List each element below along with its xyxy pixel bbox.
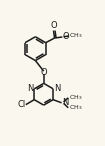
Text: CH$_3$: CH$_3$ — [69, 32, 83, 40]
Text: N: N — [54, 84, 60, 93]
Text: O: O — [50, 21, 57, 30]
Text: O: O — [40, 68, 47, 77]
Text: N: N — [62, 98, 68, 107]
Text: CH$_3$: CH$_3$ — [69, 93, 82, 102]
Text: O: O — [63, 32, 69, 41]
Text: CH$_3$: CH$_3$ — [69, 103, 82, 112]
Text: N: N — [27, 84, 33, 93]
Text: Cl: Cl — [17, 100, 25, 109]
